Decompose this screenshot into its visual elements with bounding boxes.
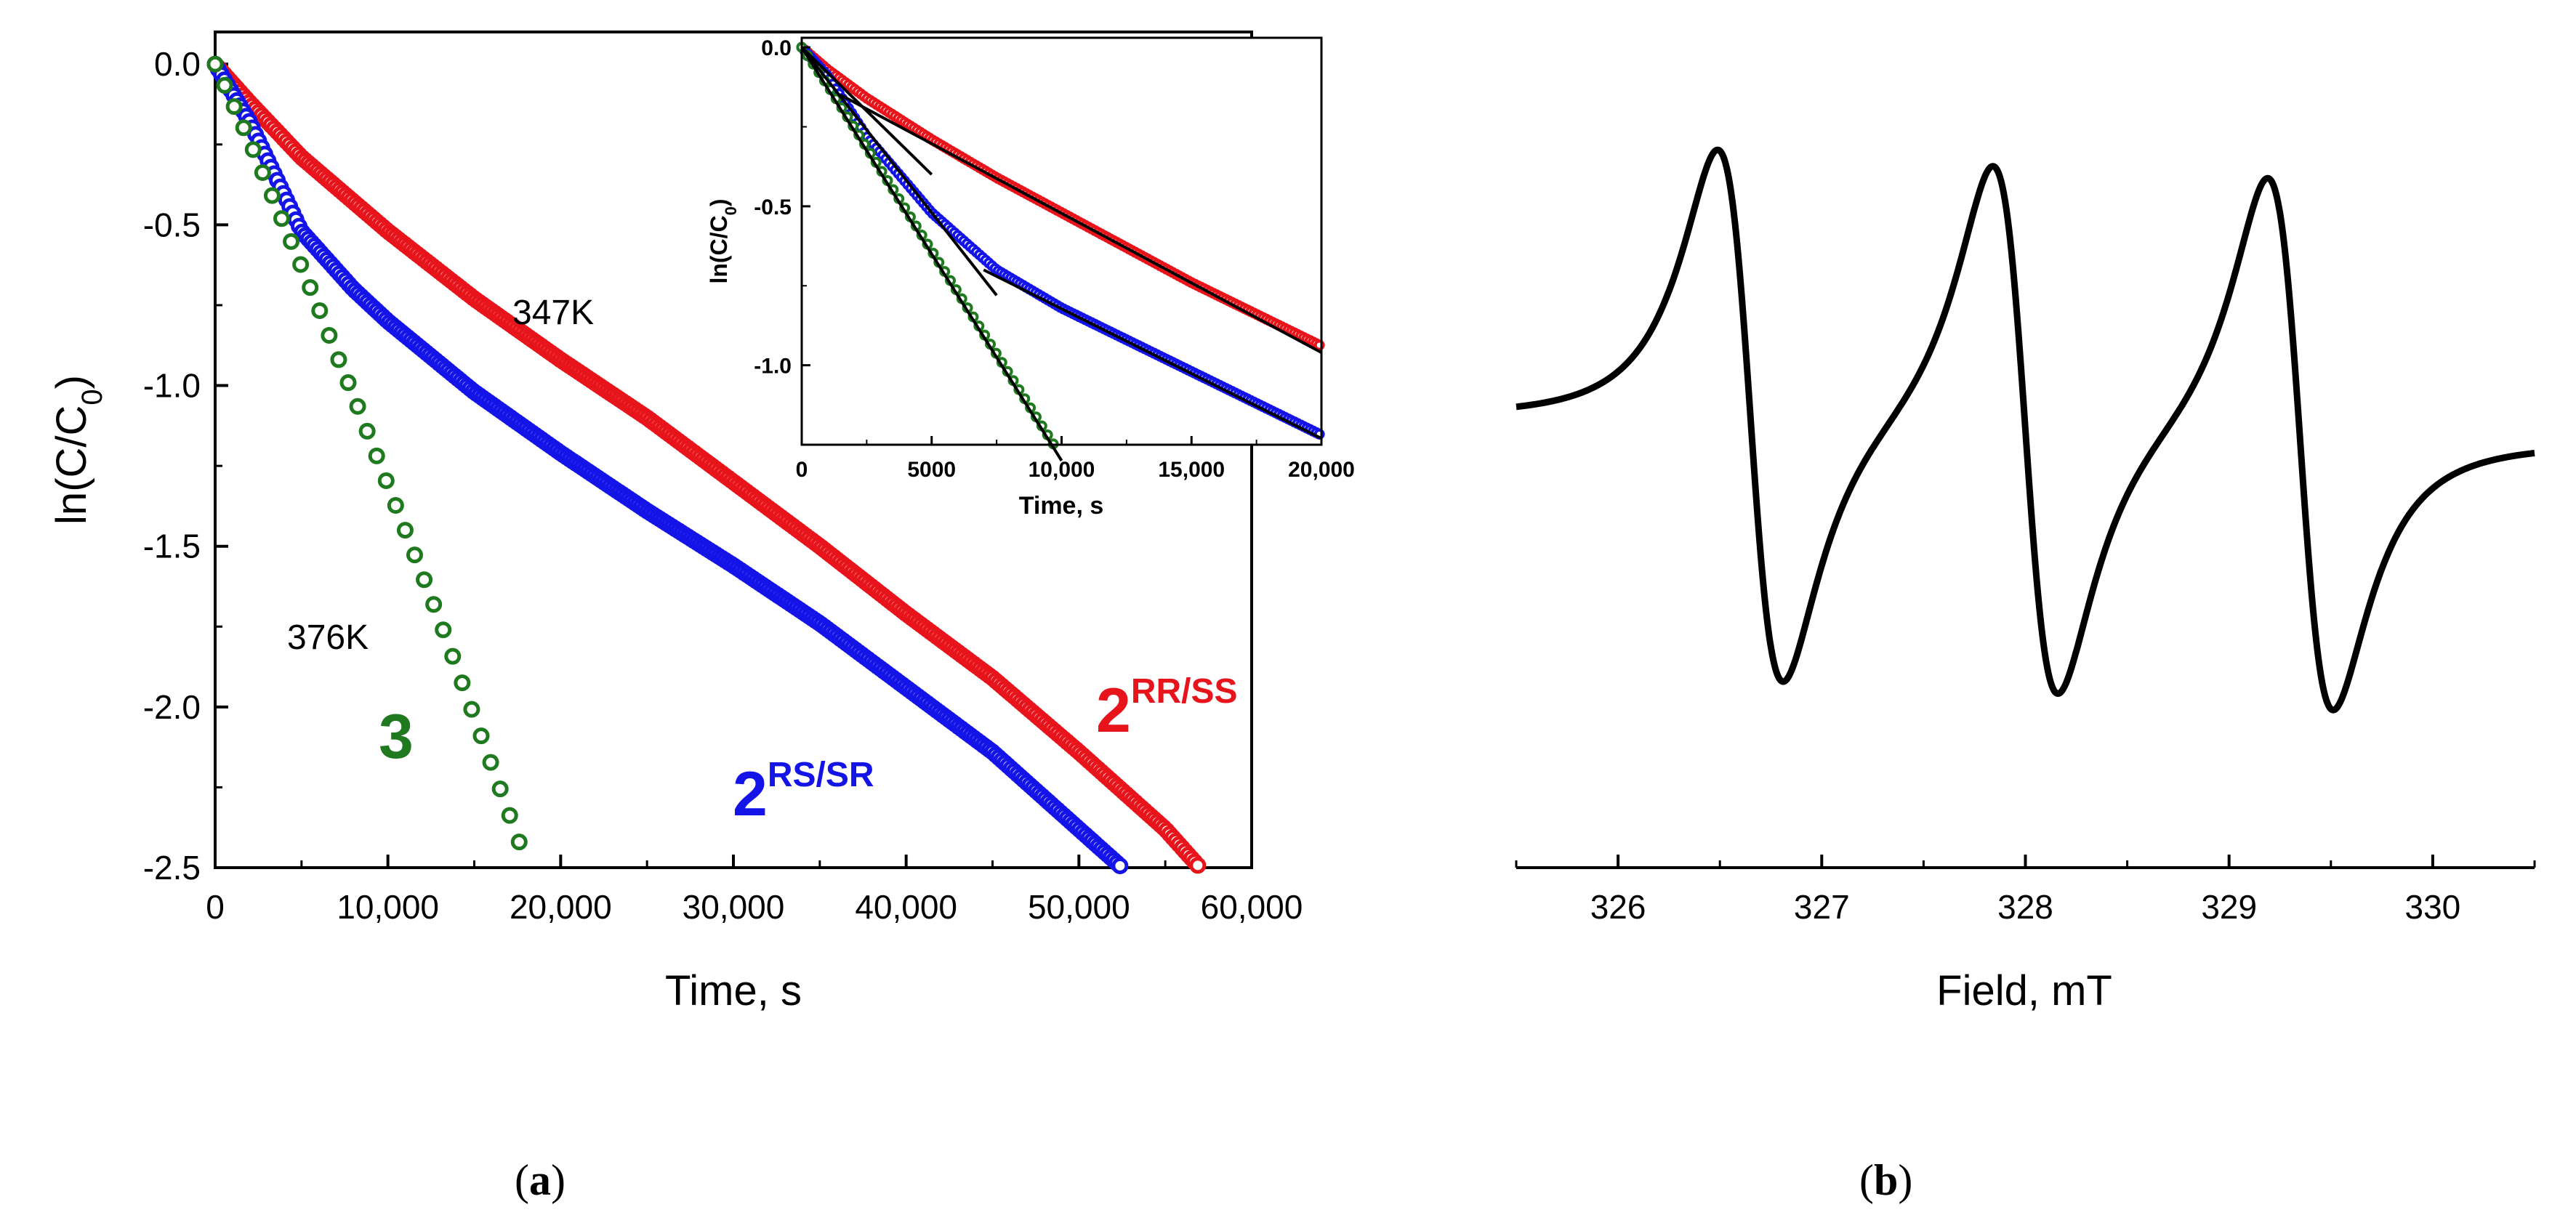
inset-fit-line xyxy=(983,268,1322,440)
y-tick-label: -1.0 xyxy=(143,367,201,405)
data-point xyxy=(501,807,518,824)
inset-y-ticks: 0.0 -0.5 -1.0 xyxy=(754,36,810,379)
data-point xyxy=(463,701,480,718)
data-point xyxy=(216,76,233,94)
panel-a-y-ticks: 0.0 -0.5 -1.0 -1.5 -2.0 -2.5 xyxy=(143,45,228,887)
panel-label-b: (b) xyxy=(1859,1156,1913,1204)
series-2rs-sr xyxy=(206,55,1129,874)
epr-spectrum-line xyxy=(1513,146,2537,714)
data-point xyxy=(263,187,281,204)
data-point xyxy=(273,210,291,227)
data-point xyxy=(454,674,471,692)
x-tick-label: 30,000 xyxy=(683,888,785,926)
data-point xyxy=(311,302,329,319)
data-point xyxy=(396,522,414,539)
x-tick-label: 328 xyxy=(1997,888,2053,926)
data-point xyxy=(292,256,310,273)
data-point xyxy=(283,233,300,250)
data-point xyxy=(435,621,452,639)
annotation-347k: 347K xyxy=(512,294,594,332)
legend-label-2rs-sr: 2RS/SR xyxy=(733,756,874,829)
x-tick-label: 20,000 xyxy=(510,888,612,926)
y-tick-label: -2.5 xyxy=(143,849,201,887)
panel-a-inset: 0.0 -0.5 -1.0 0 5000 10,000 15,000 20,000 Time… xyxy=(706,36,1355,520)
annotation-376k: 376K xyxy=(287,618,369,657)
inset-x-axis-label: Time, s xyxy=(1019,492,1104,520)
data-point xyxy=(330,351,347,368)
x-tick-label: 50,000 xyxy=(1028,888,1130,926)
data-point xyxy=(406,546,424,564)
panel-a-x-ticks: 0 10,000 20,000 30,000 40,000 50,000 60,000 xyxy=(206,855,1303,926)
panel-b-x-axis-label: Field, mT xyxy=(1936,967,2112,1014)
inset-x-ticks: 0 5000 10,000 15,000 20,000 xyxy=(796,436,1355,482)
data-point xyxy=(206,55,224,73)
inset-fit-line xyxy=(800,46,933,176)
inset-fit-line xyxy=(800,46,998,296)
data-point xyxy=(368,447,385,464)
data-point xyxy=(225,98,243,116)
x-tick-label: 60,000 xyxy=(1201,888,1303,926)
panel-b-plot: 326 327 328 329 330 Field, mT xyxy=(1513,146,2537,1014)
inset-y-tick-label: -1.0 xyxy=(754,355,792,379)
panel-b-x-ticks: 326 327 328 329 330 xyxy=(1515,855,2536,926)
data-point xyxy=(1111,857,1129,874)
data-point xyxy=(425,596,443,613)
data-point xyxy=(387,497,404,514)
x-tick-label: 330 xyxy=(2405,888,2461,926)
panel-a-series xyxy=(206,55,1207,874)
x-tick-label: 0 xyxy=(206,888,225,926)
data-point xyxy=(510,834,528,851)
data-point xyxy=(358,422,376,440)
data-point xyxy=(244,141,262,158)
data-point xyxy=(254,164,271,182)
data-point xyxy=(416,571,433,589)
y-tick-label: -0.5 xyxy=(143,206,201,243)
x-tick-label: 326 xyxy=(1590,888,1646,926)
series-3 xyxy=(206,55,528,851)
x-tick-label: 10,000 xyxy=(337,888,439,926)
y-tick-label: 0.0 xyxy=(154,45,201,83)
inset-y-axis-label: ln(C/C0) xyxy=(706,198,740,283)
data-point xyxy=(235,119,252,137)
x-tick-label: 329 xyxy=(2201,888,2257,926)
inset-x-tick-label: 10,000 xyxy=(1029,458,1095,482)
inset-x-tick-label: 0 xyxy=(796,458,808,482)
inset-fit-line xyxy=(800,47,1063,461)
data-point xyxy=(302,279,319,296)
panel-a-y-axis-label: ln(C/C0) xyxy=(48,375,108,525)
y-tick-label: -1.5 xyxy=(143,528,201,565)
inset-x-tick-label: 15,000 xyxy=(1158,458,1225,482)
inset-x-tick-label: 20,000 xyxy=(1288,458,1355,482)
inset-background xyxy=(802,38,1321,445)
data-point xyxy=(491,780,509,798)
y-tick-label: -2.0 xyxy=(143,688,201,726)
panel-label-a: (a) xyxy=(515,1156,565,1204)
panel-a-plot: 0.0 -0.5 -1.0 -1.5 -2.0 -2.5 0 10,000 20,000 30,… xyxy=(48,31,1303,1014)
data-point xyxy=(482,754,499,771)
legend-label-3: 3 xyxy=(379,702,414,772)
data-point xyxy=(444,647,462,665)
inset-y-tick-label: 0.0 xyxy=(761,36,792,60)
legend-label-2rr-ss: 2RR/SS xyxy=(1096,672,1238,746)
data-point xyxy=(377,472,395,489)
data-point xyxy=(349,397,366,415)
inset-fit-line xyxy=(840,93,1322,354)
data-point xyxy=(339,374,357,392)
data-point xyxy=(472,727,490,745)
x-tick-label: 327 xyxy=(1794,888,1850,926)
data-point xyxy=(1189,857,1207,874)
inset-x-tick-label: 5000 xyxy=(907,458,956,482)
inset-y-tick-label: -0.5 xyxy=(754,195,792,219)
series-2rr-ss xyxy=(206,55,1207,874)
panel-a-x-axis-label: Time, s xyxy=(665,967,802,1014)
inset-fit-lines xyxy=(800,46,1322,461)
x-tick-label: 40,000 xyxy=(855,888,957,926)
data-point xyxy=(321,327,338,344)
